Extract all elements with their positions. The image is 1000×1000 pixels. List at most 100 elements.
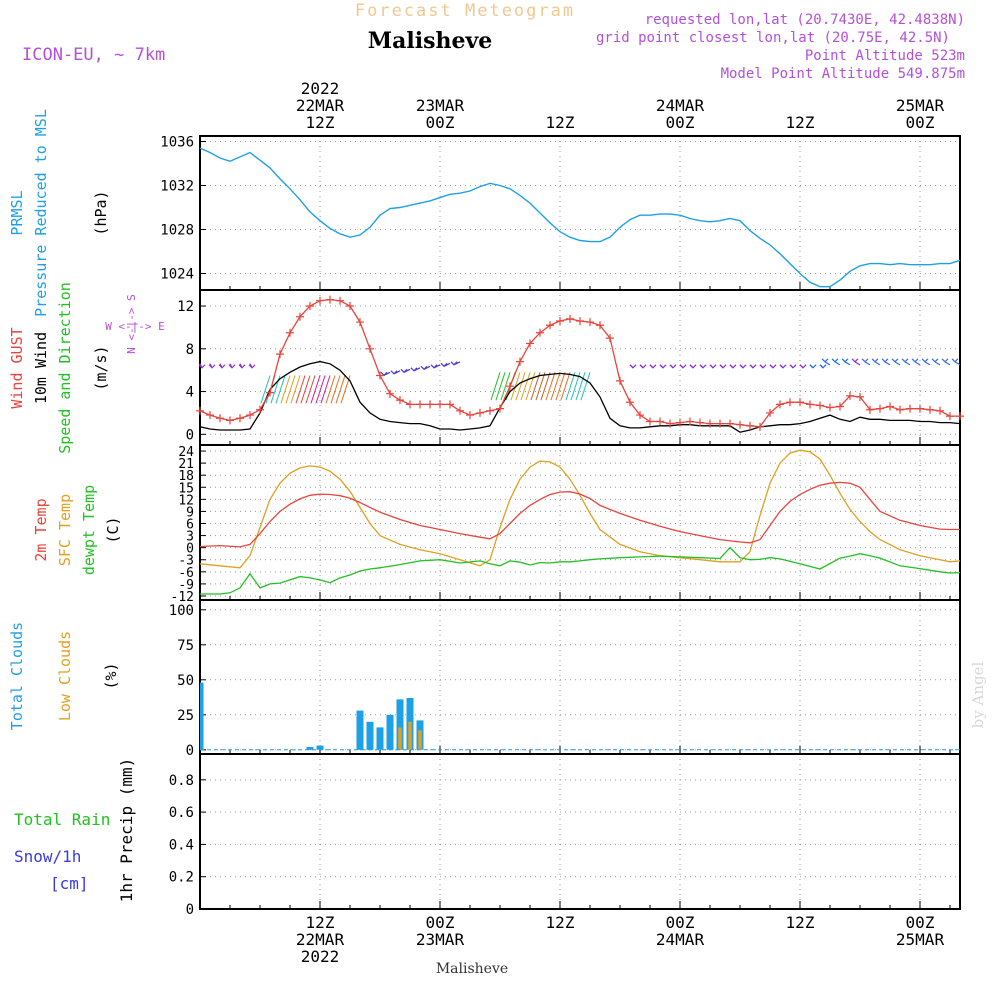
wind-gust-marker [806,400,814,409]
wind-arrow-head [789,364,797,369]
y-tick-label: 0.8 [169,773,194,789]
wind-gust-marker [756,422,764,431]
wind-arrow-head [931,358,939,363]
precip-legend-rain: Total Rain [14,810,110,829]
cloud-unit: (%) [102,662,120,689]
compass-label: N <-|-> S [125,294,138,354]
wind-gust-marker [356,318,364,327]
wind-arrow-head [799,364,807,369]
y-tick-label: 3 [186,530,194,545]
bottom-time-label: 00Z [906,913,935,932]
y-tick-label: 1032 [160,179,194,195]
y-tick-label: 8 [186,342,194,358]
dewpoint-label: dewpt Temp [80,485,98,575]
wind-hatch [500,372,511,401]
wind-arrow-head [809,364,817,369]
y-tick-label: 12 [178,493,194,508]
wind-gust-marker [926,405,934,414]
wind-arrow-head [218,364,226,369]
wind-arrow [874,361,881,366]
wind-gust-marker [426,400,434,409]
y-tick-label: 24 [178,445,194,460]
wind-gust-marker [206,411,214,420]
y-tick-label: 12 [177,299,194,315]
wind-gust-marker [586,318,594,327]
wind-gust-marker [876,404,884,413]
total-cloud-bar [366,721,374,750]
wind-hatch [280,375,291,404]
wind-arrow-head [941,358,949,363]
low-cloud-bar [408,721,412,750]
wind-hatch [310,375,321,404]
precip-panel: 0 0.2 0.4 0.6 0.8 [169,753,961,918]
wind-hatch [305,375,316,404]
dewpoint-line [200,546,961,595]
wind-arrow-head [861,358,869,363]
product-title: Forecast Meteogram [355,1,575,21]
wind-arrow-head [390,370,398,375]
y-tick-label: 6 [186,518,194,533]
y-tick-label: 9 [186,505,194,520]
wind-arrow-head [629,364,637,369]
wind-gust-marker [656,417,664,426]
wind-arrow-head [410,367,418,372]
wind-gust-marker [856,392,864,401]
total-cloud-bar [376,727,384,750]
wind-arrow [904,361,911,366]
wind-gust-marker [496,404,504,413]
y-tick-label: 1028 [160,223,194,239]
y-tick-label: 0.2 [169,870,194,886]
wind-gust-marker [436,400,444,409]
total-cloud-bar [396,699,404,750]
credit-watermark: by Angel [969,661,987,728]
y-tick-label: 100 [169,603,194,619]
wind-arrow-head [779,364,787,369]
y-tick-label: 75 [177,638,194,654]
wind-arrow-head [729,364,737,369]
top-time-label: 23MAR [416,96,465,115]
wind-hatch [550,372,561,401]
wind-hatch [300,375,311,404]
wind-arrow-head [739,364,747,369]
total-cloud-bar [356,710,364,750]
pressure-label-long: Pressure Reduced to MSL [32,109,50,317]
wind-arrow-head [831,358,839,363]
wind-gust-marker [736,420,744,429]
wind-arrow-head [891,358,899,363]
wind-arrow-head [198,364,206,369]
wind-gust-marker [936,406,944,415]
wind-arrow-head [749,364,757,369]
wind-gust-marker [376,371,384,380]
wind-arrow-head [921,358,929,363]
top-time-label: 00Z [666,113,695,132]
wind-direction-arrows [198,358,961,404]
wind-arrow-head [659,364,667,369]
wind-arrow [854,361,861,366]
wind-gust-marker [446,400,454,409]
precip-unit-label: 1hr Precip (mm) [117,758,136,903]
pressure-line [199,147,961,288]
grid-point-coordinates: grid point closest lon,lat (20.75E, 42.5… [596,30,950,46]
wind-hatch [335,375,346,404]
y-tick-label: 1024 [160,267,194,283]
wind-gust-marker [296,312,304,321]
bottom-time-label: 00Z [666,913,695,932]
wind-gust-marker [196,406,204,415]
y-tick-label: 25 [177,708,194,724]
wind-arrow-head [719,364,727,369]
wind-hatch [275,375,286,404]
wind-gust-marker [906,404,914,413]
wind-hatch [325,375,336,404]
bottom-time-label: 12Z [306,913,335,932]
total-clouds-label: Total Clouds [8,622,26,730]
wind-gust-marker [786,398,794,407]
wind-gust-marker [306,302,314,311]
top-time-label: 00Z [426,113,455,132]
bottom-time-label: 12Z [546,913,575,932]
wind-gust-marker [766,408,774,417]
requested-coordinates: requested lon,lat (20.7430E, 42.4838N) [645,12,965,28]
wind-hatch [555,372,566,401]
wind-arrow [944,361,951,366]
top-time-label: 24MAR [656,96,705,115]
